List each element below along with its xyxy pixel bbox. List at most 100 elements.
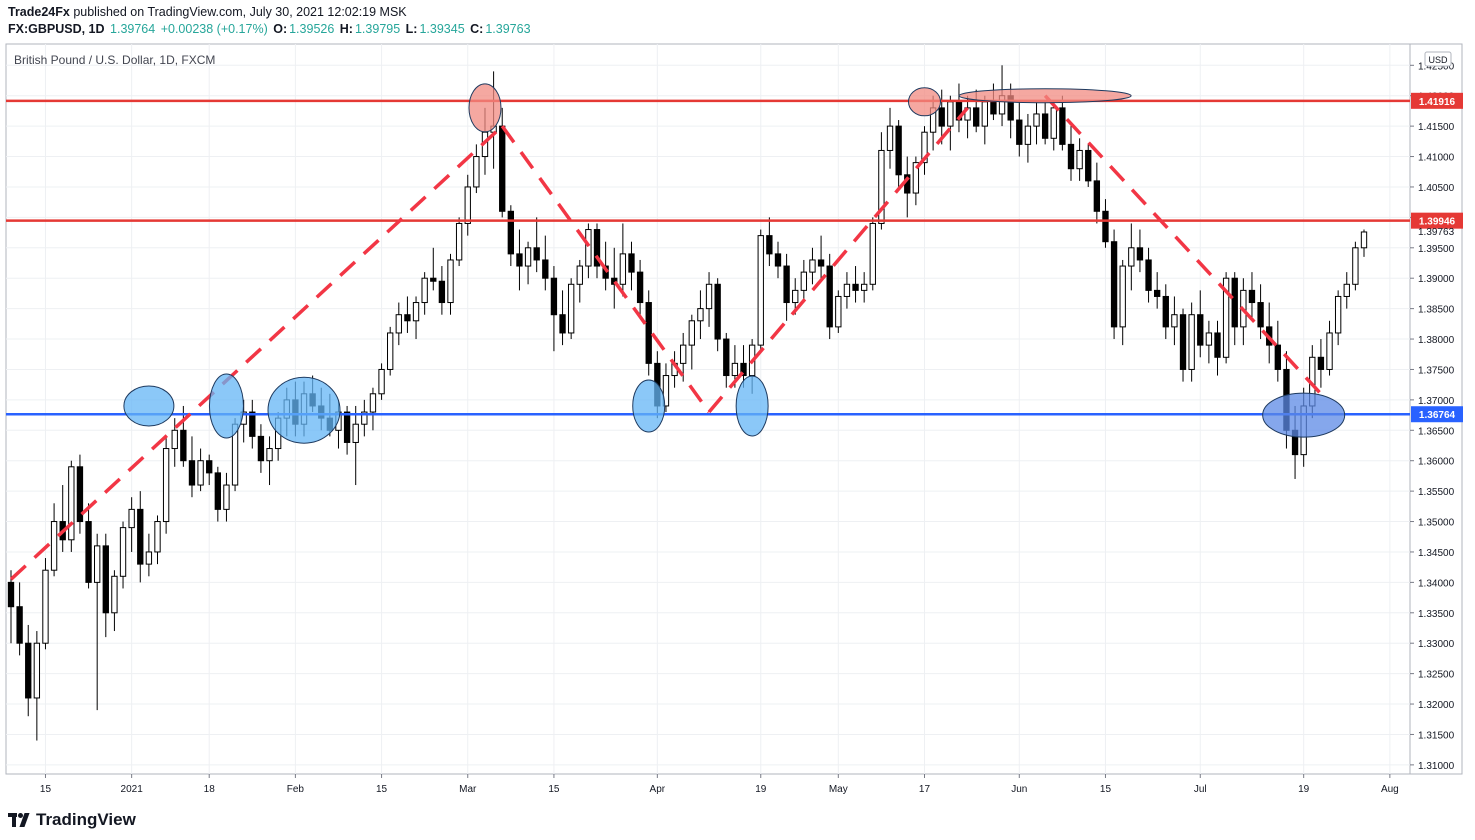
y-tick-label: 1.34500 [1418, 548, 1455, 559]
candle-body [973, 107, 980, 127]
y-tick-label: 1.41500 [1418, 122, 1455, 133]
candle-body [395, 314, 402, 334]
candle-body [68, 466, 75, 541]
candle-body [869, 222, 876, 285]
highlight-support-touch-5 [735, 375, 769, 437]
candle-body [1136, 247, 1144, 261]
candle-body [533, 247, 540, 261]
symbol: FX:GBPUSD, 1D [8, 22, 105, 36]
candle-body [895, 125, 902, 176]
candle-body [576, 265, 583, 285]
close-value: 1.39763 [485, 22, 531, 36]
footer-brand: TradingView [8, 810, 136, 830]
candle-body [714, 283, 721, 340]
x-tick-label: 19 [1298, 784, 1310, 795]
candle-body [102, 545, 109, 614]
candle-body [636, 271, 644, 304]
y-tick-label: 1.36000 [1418, 457, 1455, 468]
candle-body [76, 466, 84, 523]
candle-body [1110, 241, 1118, 328]
candle-body [1352, 247, 1359, 285]
candle-body [180, 429, 187, 462]
close-label: C: [470, 22, 484, 36]
candle-body [378, 368, 385, 395]
candle-body [94, 545, 101, 583]
x-tick-label: 19 [755, 784, 767, 795]
candle-body [1326, 332, 1333, 370]
candle-body [912, 162, 920, 194]
candle-body [593, 229, 601, 267]
candle-body [1248, 289, 1256, 304]
candle-body [1145, 259, 1152, 291]
candle-body [266, 448, 273, 462]
x-tick-label: 15 [1100, 784, 1112, 795]
candle-body [645, 302, 652, 364]
candle-body [619, 253, 627, 285]
low-label: L: [405, 22, 418, 36]
y-tick-label: 1.32500 [1418, 670, 1455, 681]
candle-body [835, 295, 842, 328]
candle-body [257, 435, 265, 462]
high-value: 1.39795 [354, 22, 401, 36]
candle-body [981, 101, 988, 127]
x-tick-label: Mar [459, 784, 477, 795]
candle-body [938, 107, 945, 127]
candle-body [128, 508, 135, 529]
candle-body [438, 280, 446, 304]
y-tick-label: 1.39500 [1418, 244, 1455, 255]
candle-body [852, 283, 859, 291]
candle-body [628, 253, 635, 273]
x-tick-label: 15 [548, 784, 560, 795]
y-tick-label: 1.34000 [1418, 578, 1455, 589]
level-label: 1.36764 [1419, 410, 1456, 421]
candle-body [1041, 113, 1049, 139]
level-label-bg [1411, 406, 1463, 423]
candle-body [731, 362, 739, 377]
candle-body [145, 551, 153, 565]
candle-body [774, 253, 782, 267]
x-tick-label: Aug [1381, 784, 1399, 795]
candle-body [1205, 332, 1213, 346]
tradingview-logo-icon [8, 813, 30, 827]
candle-body [1024, 125, 1032, 145]
highlight-support-touch-6 [1262, 392, 1346, 438]
candle-body [740, 362, 747, 377]
candle-body [809, 259, 816, 273]
candle-body [602, 265, 609, 279]
low-value: 1.39345 [419, 22, 465, 36]
candle-body [826, 265, 833, 328]
candle-body [1059, 107, 1066, 145]
y-tick-label: 1.35500 [1418, 487, 1455, 498]
candle-body [162, 448, 170, 523]
x-tick-label: Jun [1011, 784, 1027, 795]
candle-body [154, 521, 161, 553]
candle-body [800, 271, 808, 291]
candle-body [585, 229, 592, 267]
price-chart[interactable]: 1.425001.420001.415001.410001.405001.400… [0, 0, 1475, 810]
highlight-support-touch-3 [267, 376, 341, 444]
highlight-support-touch-4 [632, 379, 666, 433]
last-price-label: 1.39763 [1418, 227, 1455, 238]
candle-body [990, 101, 997, 115]
y-tick-label: 1.42500 [1418, 61, 1455, 72]
currency-badge-label: USD [1428, 55, 1448, 65]
candle-body [843, 283, 851, 297]
candle-body [1093, 180, 1101, 212]
level-label: 1.41916 [1419, 97, 1456, 108]
x-tick-label: 2021 [121, 784, 144, 795]
candle-body [1119, 265, 1126, 328]
candle-body [921, 131, 928, 164]
candle-body [42, 569, 49, 644]
candle-body [404, 314, 411, 322]
candle-body [783, 265, 790, 304]
candle-body [559, 314, 566, 334]
candle-body [1343, 283, 1350, 297]
currency-badge [1424, 51, 1452, 67]
candle-body [723, 338, 730, 377]
x-tick-label: Feb [287, 784, 305, 795]
level-label-bg [1411, 212, 1463, 229]
candle-body [766, 235, 773, 255]
candle-body [688, 320, 695, 346]
symbol-info: FX:GBPUSD, 1D 1.39764 +0.00238 (+0.17%) … [8, 22, 533, 36]
highlight-support-touch-1 [123, 385, 175, 427]
